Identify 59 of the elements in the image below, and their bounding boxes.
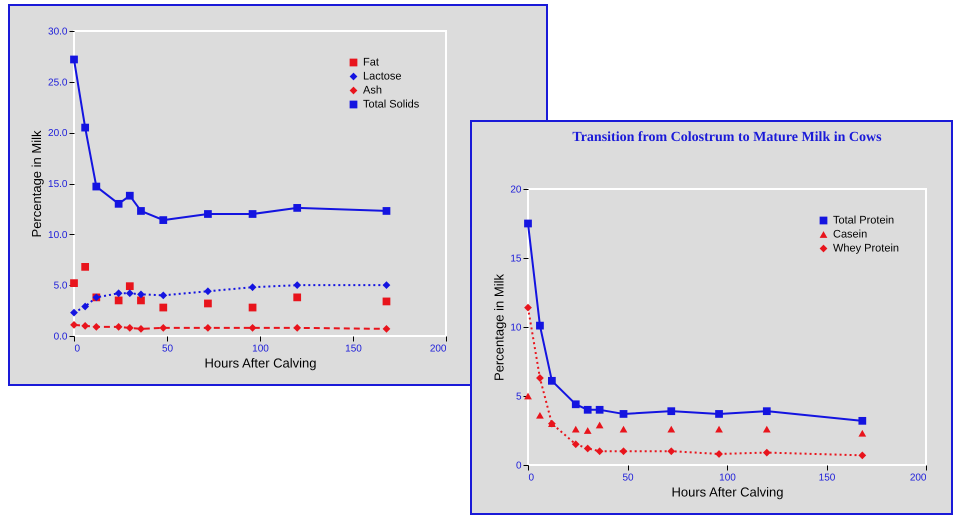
- x-tick-label: 50: [162, 344, 174, 354]
- y-tick-label: 25.0: [48, 77, 68, 88]
- legend-label: Lactose: [363, 70, 402, 82]
- y-axis-title: Percentage in Milk: [491, 274, 506, 381]
- x-tick-label: 150: [818, 472, 836, 484]
- x-tick-label: 100: [719, 472, 736, 484]
- x-tick-label: 100: [252, 344, 270, 354]
- legend-label: Total Solids: [363, 98, 420, 110]
- point: [667, 426, 676, 432]
- legend-label: Total Protein: [833, 214, 894, 226]
- point: [126, 282, 134, 290]
- y-tick-label: 20: [510, 184, 522, 196]
- point: [248, 304, 256, 312]
- point: [524, 392, 532, 400]
- point: [524, 220, 532, 228]
- x-axis-title: Hours After Calving: [672, 484, 784, 500]
- point: [596, 422, 604, 428]
- point: [159, 304, 168, 312]
- y-tick-label: 15.0: [48, 179, 68, 190]
- x-tick-label: 0: [74, 344, 80, 354]
- y-tick-label: 0.0: [54, 332, 68, 342]
- legend-label: Ash: [363, 84, 382, 96]
- point: [204, 300, 212, 308]
- point: [715, 426, 723, 432]
- y-axis-title: Percentage in Milk: [29, 130, 44, 238]
- point: [137, 296, 145, 304]
- x-tick-label: 0: [528, 472, 534, 484]
- y-tick-label: 0: [516, 460, 522, 472]
- point: [762, 426, 771, 432]
- y-tick-label: 10: [510, 322, 522, 334]
- point: [620, 426, 628, 432]
- x-tick-label: 200: [910, 472, 927, 484]
- y-tick-label: 10.0: [48, 230, 68, 241]
- y-tick-label: 20.0: [48, 128, 68, 140]
- y-tick-label: 5: [516, 392, 522, 402]
- chart-title: Transition from Colostrum to Mature Milk in Cows: [572, 130, 882, 145]
- point: [536, 412, 544, 419]
- x-tick-label: 50: [622, 472, 634, 484]
- point: [293, 293, 302, 302]
- point: [584, 427, 592, 434]
- legend-label: Casein: [833, 228, 868, 240]
- point: [70, 279, 78, 288]
- x-tick-label: 150: [345, 344, 362, 354]
- point: [114, 296, 123, 304]
- y-tick-label: 30.0: [48, 26, 68, 38]
- y-tick-label: 5.0: [54, 280, 68, 292]
- x-tick-label: 200: [430, 344, 447, 354]
- point: [382, 298, 390, 306]
- point: [572, 426, 580, 432]
- point: [70, 56, 78, 64]
- point: [81, 262, 90, 271]
- point: [382, 281, 390, 290]
- point: [382, 207, 390, 215]
- legend-label: Fat: [363, 56, 379, 68]
- y-tick-label: 15: [510, 254, 522, 264]
- x-axis-title: Hours After Calving: [204, 356, 316, 370]
- point: [524, 304, 532, 312]
- legend-label: Whey Protein: [833, 242, 900, 254]
- point: [858, 430, 866, 437]
